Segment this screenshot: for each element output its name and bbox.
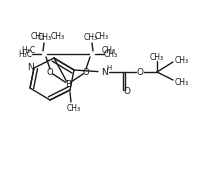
Text: B: B	[65, 79, 71, 89]
Text: O: O	[47, 67, 53, 77]
Text: CH₃: CH₃	[95, 31, 109, 40]
Text: CH₃: CH₃	[175, 78, 189, 87]
Text: CH₃: CH₃	[31, 31, 45, 40]
Text: CH₃: CH₃	[175, 56, 189, 64]
Text: CH₃: CH₃	[84, 33, 98, 41]
Text: N: N	[27, 62, 33, 72]
Text: CH₃: CH₃	[38, 33, 52, 41]
Text: CH₃: CH₃	[104, 50, 118, 58]
Text: CH₃: CH₃	[102, 46, 116, 55]
Text: H₃C: H₃C	[18, 50, 32, 58]
Text: CH₃: CH₃	[67, 104, 81, 112]
Text: O: O	[136, 67, 143, 77]
Text: O: O	[83, 67, 89, 77]
Text: CH₃: CH₃	[51, 31, 65, 40]
Text: H: H	[106, 65, 112, 71]
Text: H₃C: H₃C	[21, 46, 35, 55]
Text: N: N	[101, 67, 107, 77]
Text: O: O	[123, 87, 130, 95]
Text: CH₃: CH₃	[150, 52, 164, 62]
